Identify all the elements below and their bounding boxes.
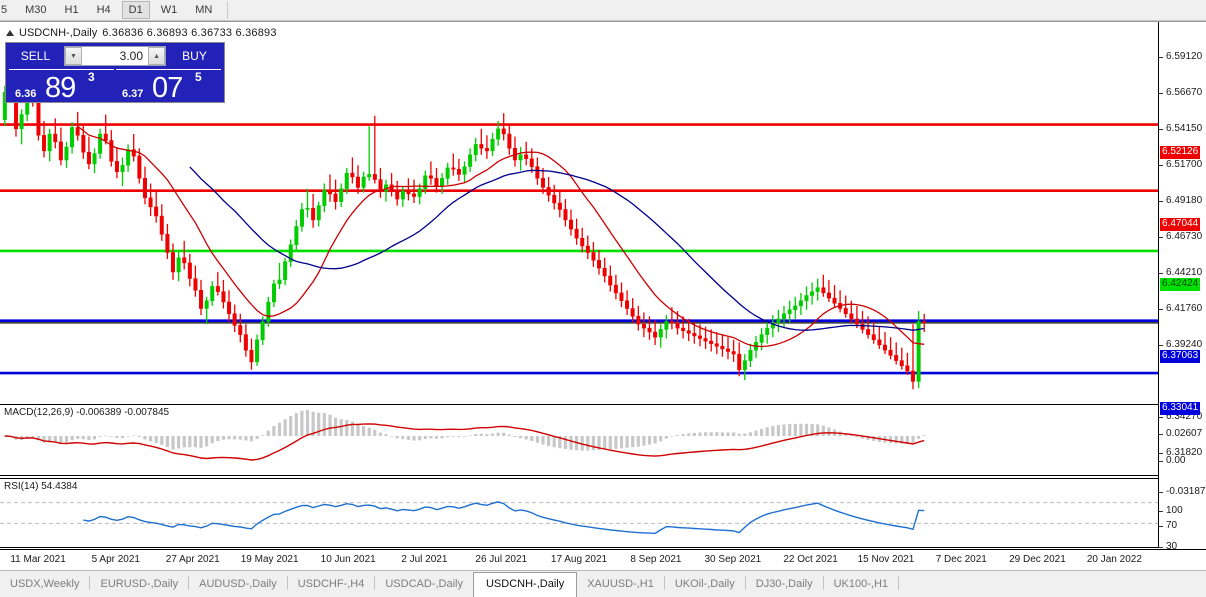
timeframe-button-d1[interactable]: D1 bbox=[121, 1, 150, 19]
timeframe-toolbar: 5 M30 H1 H4 D1 W1 MN bbox=[0, 0, 1206, 21]
chart-tab-bar[interactable]: USDX,Weekly EURUSD-,Daily AUDUSD-,Daily USD… bbox=[0, 570, 1206, 597]
sell-price-point: 3 bbox=[88, 70, 95, 84]
one-click-trading-panel[interactable]: SELL ▼ 3.00 ▲ BUY 6.36 89 3 6.37 07 5 bbox=[5, 42, 225, 104]
tab-divider bbox=[822, 576, 824, 590]
timeframe-button-w1[interactable]: W1 bbox=[160, 4, 178, 16]
macd-label: MACD(12,26,9) -0.006389 -0.007845 bbox=[4, 407, 170, 418]
price-scale-tick: 6.44210 bbox=[1159, 267, 1202, 278]
triangle-up-icon bbox=[6, 30, 14, 36]
date-axis-label: 7 Dec 2021 bbox=[935, 554, 987, 565]
rsi-scale-tick: 30 bbox=[1159, 541, 1177, 552]
date-axis-label: 17 Aug 2021 bbox=[550, 554, 608, 565]
price-level-tag[interactable]: 6.37063 bbox=[1160, 350, 1201, 363]
date-axis-label: 22 Oct 2021 bbox=[783, 554, 838, 565]
sell-button[interactable]: SELL bbox=[20, 49, 51, 63]
date-axis-label: 11 Mar 2021 bbox=[10, 554, 66, 565]
chart-tab-usdcad-daily[interactable]: USDCAD-,Daily bbox=[385, 578, 463, 590]
buy-price-point: 5 bbox=[195, 70, 202, 84]
date-axis-label: 5 Apr 2021 bbox=[91, 554, 140, 565]
buy-button[interactable]: BUY bbox=[182, 49, 207, 63]
price-scale-tick: 6.41760 bbox=[1159, 303, 1202, 314]
price-level-tag[interactable]: 6.33041 bbox=[1160, 402, 1201, 415]
price-scale-tick: 6.54150 bbox=[1159, 123, 1202, 134]
price-scale-tick: 6.34270 bbox=[1159, 411, 1202, 422]
date-axis-label: 26 Jul 2021 bbox=[475, 554, 528, 565]
price-level-tag[interactable]: 6.52126 bbox=[1160, 146, 1201, 159]
buy-price-quote[interactable]: 6.37 07 5 bbox=[116, 69, 221, 104]
timeframe-button-mn[interactable]: MN bbox=[195, 4, 213, 16]
date-axis-label: 2 Jul 2021 bbox=[401, 554, 448, 565]
date-axis-label: 20 Jan 2022 bbox=[1086, 554, 1142, 565]
volume-value[interactable]: 3.00 bbox=[119, 49, 144, 63]
ohlc-values: 6.36836 6.36893 6.36733 6.36893 bbox=[102, 27, 277, 39]
timeframe-button-5[interactable]: 5 bbox=[1, 4, 8, 16]
rsi-scale-tick: 70 bbox=[1159, 520, 1177, 531]
date-axis-label: 19 May 2021 bbox=[240, 554, 299, 565]
macd-panel[interactable]: MACD(12,26,9) -0.006389 -0.007845 bbox=[0, 404, 1158, 476]
chart-tab-eurusd-daily[interactable]: EURUSD-,Daily bbox=[100, 578, 179, 590]
macd-scale-tick: 0.00 bbox=[1159, 455, 1185, 466]
tab-divider bbox=[188, 576, 190, 590]
rsi-label: RSI(14) 54.4384 bbox=[4, 481, 78, 492]
chart-tab-audusd-daily[interactable]: AUDUSD-,Daily bbox=[199, 578, 277, 590]
toolbar-divider bbox=[227, 1, 229, 19]
date-axis-label: 30 Sep 2021 bbox=[704, 554, 762, 565]
macd-scale-tick: -0.03187 bbox=[1159, 486, 1205, 497]
rsi-panel[interactable]: RSI(14) 54.4384 bbox=[0, 478, 1158, 548]
date-axis-label: 10 Jun 2021 bbox=[320, 554, 376, 565]
price-level-tag[interactable]: 6.42424 bbox=[1160, 278, 1201, 291]
volume-decrement-button[interactable]: ▼ bbox=[64, 47, 82, 65]
buy-price-integer: 6.37 bbox=[122, 88, 144, 100]
chart-tab-usdx-weekly[interactable]: USDX,Weekly bbox=[10, 578, 80, 590]
date-axis-label: 15 Nov 2021 bbox=[857, 554, 915, 565]
date-axis-label: 27 Apr 2021 bbox=[165, 554, 220, 565]
price-scale[interactable]: 6.59120 6.56670 6.54150 6.51700 6.49180 6.442… bbox=[1158, 22, 1206, 567]
rsi-scale-tick: 100 bbox=[1159, 505, 1183, 516]
price-scale-tick: 6.46730 bbox=[1159, 231, 1202, 242]
volume-input[interactable]: ▼ 3.00 ▲ bbox=[63, 46, 167, 66]
tab-divider bbox=[286, 576, 288, 590]
price-scale-tick: 6.59120 bbox=[1159, 51, 1202, 62]
macd-plot bbox=[3, 410, 926, 461]
price-level-tag[interactable]: 6.47044 bbox=[1160, 218, 1201, 231]
timeframe-button-h1[interactable]: H1 bbox=[64, 4, 79, 16]
chart-tab-usdcnh-daily[interactable]: USDCNH-,Daily bbox=[472, 572, 578, 597]
oct-price-row: 6.36 89 3 6.37 07 5 bbox=[6, 69, 224, 104]
symbol-label: USDCNH-,Daily bbox=[19, 27, 98, 39]
sell-price-quote[interactable]: 6.36 89 3 bbox=[9, 69, 114, 104]
tab-divider bbox=[663, 576, 665, 590]
tab-divider bbox=[89, 576, 91, 590]
chart-tab-uk100-h1[interactable]: UK100-,H1 bbox=[833, 578, 889, 590]
chart-tab-usdchf-h4[interactable]: USDCHF-,H4 bbox=[297, 578, 365, 590]
price-scale-tick: 6.39240 bbox=[1159, 339, 1202, 350]
buy-price-main: 07 bbox=[152, 72, 183, 104]
sell-price-main: 89 bbox=[45, 72, 76, 104]
tab-divider bbox=[898, 576, 900, 590]
date-axis-label: 8 Sep 2021 bbox=[630, 554, 682, 565]
timeframe-button-m30[interactable]: M30 bbox=[25, 4, 47, 16]
oct-controls-row: SELL ▼ 3.00 ▲ BUY bbox=[6, 43, 224, 69]
chart-tab-xauusd-h1[interactable]: XAUUSD-,H1 bbox=[587, 578, 654, 590]
chart-symbol-header: USDCNH-,Daily 6.36836 6.36893 6.36733 6.… bbox=[6, 27, 277, 39]
chart-tab-ukoil-daily[interactable]: UKOil-,Daily bbox=[674, 578, 735, 590]
price-scale-tick: 6.31820 bbox=[1159, 447, 1202, 458]
tab-divider bbox=[744, 576, 746, 590]
volume-increment-button[interactable]: ▲ bbox=[148, 47, 166, 65]
rsi-plot bbox=[0, 501, 1158, 535]
sell-price-integer: 6.36 bbox=[15, 88, 37, 100]
tab-divider bbox=[374, 576, 376, 590]
price-scale-tick: 6.49180 bbox=[1159, 195, 1202, 206]
date-axis-label: 29 Dec 2021 bbox=[1009, 554, 1066, 565]
chart-area[interactable]: USDCNH-,Daily 6.36836 6.36893 6.36733 6.… bbox=[0, 21, 1206, 571]
price-scale-tick: 6.56670 bbox=[1159, 87, 1202, 98]
chart-tab-dj30-daily[interactable]: DJ30-,Daily bbox=[755, 578, 813, 590]
timeframe-button-h4[interactable]: H4 bbox=[96, 4, 111, 16]
macd-scale-tick: 0.02607 bbox=[1159, 428, 1202, 439]
date-axis: 11 Mar 2021 5 Apr 2021 27 Apr 2021 19 May 2… bbox=[0, 549, 1206, 571]
price-scale-tick: 6.51700 bbox=[1159, 159, 1202, 170]
